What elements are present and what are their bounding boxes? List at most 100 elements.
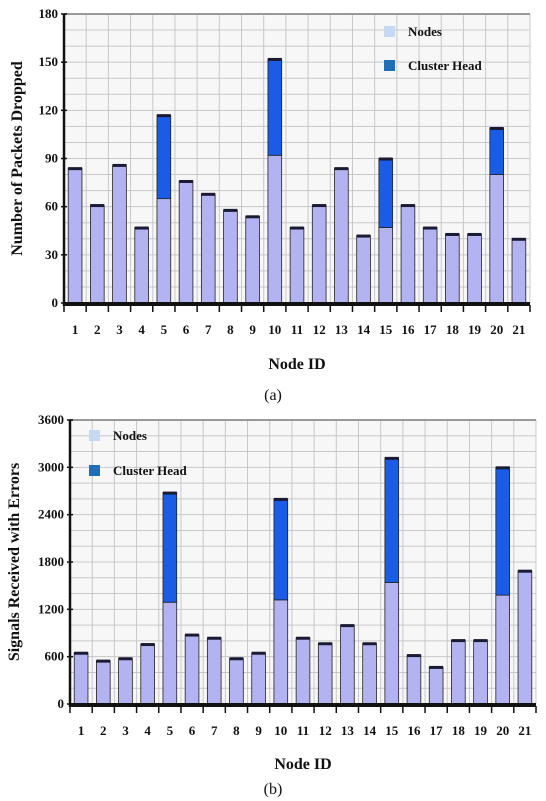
chart-a-bar-nodes-14 xyxy=(356,235,371,304)
chart-b-bar-cap-14 xyxy=(362,642,377,646)
chart-a-x-tick-label: 14 xyxy=(357,322,371,337)
chart-a-x-tick-label: 2 xyxy=(94,322,101,337)
chart-a-bar-nodes-20 xyxy=(489,174,504,304)
chart-b-bar-cap-21 xyxy=(518,569,532,573)
chart-b-legend-label-cluster-head: Cluster Head xyxy=(113,463,188,478)
chart-a-x-tick-label: 11 xyxy=(291,322,303,337)
chart-a-x-tick-label: 6 xyxy=(183,322,190,337)
chart-b-bar-nodes-10 xyxy=(273,599,289,705)
chart-b-bar-cap-17 xyxy=(429,665,444,669)
chart-a-x-tick-label: 19 xyxy=(468,322,482,337)
chart-a-x-tick-label: 3 xyxy=(116,322,123,337)
chart-b-bar-nodes-3 xyxy=(118,657,133,705)
chart-b-x-tick-label: 14 xyxy=(363,723,377,738)
chart-b-y-axis-title: Signals Received with Errors xyxy=(6,463,23,661)
chart-b-x-tick-label: 16 xyxy=(407,723,421,738)
chart-b-x-tick-label: 2 xyxy=(100,723,107,738)
chart-a-bar-cap-2 xyxy=(90,204,105,208)
chart-a-y-tick-label: 180 xyxy=(39,6,59,21)
chart-a-x-tick-label: 5 xyxy=(161,322,168,337)
chart-a-x-axis-title: Node ID xyxy=(268,356,325,373)
chart-a-y-tick-label: 120 xyxy=(39,102,59,117)
chart-a-x-tick-label: 17 xyxy=(424,322,438,337)
chart-a-bar-cap-6 xyxy=(179,179,193,183)
chart-a-bar-cluster-head-15 xyxy=(378,158,394,228)
chart-a-x-tick-label: 7 xyxy=(205,322,212,337)
chart-b-bar-cluster-head-20 xyxy=(495,466,510,596)
chart-b-y-tick-label: 3600 xyxy=(38,412,64,427)
chart-b-x-tick-label: 20 xyxy=(496,723,509,738)
chart-a-bar-cluster-head-10 xyxy=(267,58,283,156)
chart-b-bar-cap-6 xyxy=(185,633,199,637)
chart-a-bar-nodes-12 xyxy=(311,204,327,304)
chart-b-legend-label-nodes: Nodes xyxy=(113,428,147,443)
chart-a-legend-swatch-cluster-head xyxy=(384,60,395,71)
chart-a-legend-label-nodes: Nodes xyxy=(408,24,442,39)
chart-b-x-tick-label: 4 xyxy=(144,723,151,738)
chart-b-x-tick-label: 21 xyxy=(518,723,531,738)
chart-b: 1 2 3 4 5 6 7 8 9 10 11 12 13 14 15 16 17 18 19 20 210600120… xyxy=(6,412,537,798)
chart-a: 1 2 3 4 5 6 7 8 9 10 11 12 13 14 15 16 17 18 19 20 210306090… xyxy=(9,6,531,404)
chart-b-x-tick-label: 7 xyxy=(211,723,218,738)
chart-a-bar-nodes-10 xyxy=(267,154,283,304)
chart-b-x-tick-label: 10 xyxy=(274,723,287,738)
chart-b-bar-nodes-6 xyxy=(184,634,200,705)
chart-b-bar-nodes-20 xyxy=(495,594,510,705)
chart-b-bar-cap-9 xyxy=(251,651,266,655)
chart-a-bar-cap-20 xyxy=(489,126,504,130)
chart-b-bar-cap-18 xyxy=(451,639,466,643)
chart-a-y-axis-title: Number of Packets Dropped xyxy=(9,61,26,256)
chart-b-legend-swatch-cluster-head xyxy=(89,465,100,476)
chart-b-bar-cap-2 xyxy=(96,659,111,663)
chart-a-bar-nodes-13 xyxy=(334,167,349,304)
chart-b-x-tick-label: 1 xyxy=(78,723,85,738)
chart-b-y-tick-label: 3000 xyxy=(38,459,64,474)
chart-a-y-tick-label: 30 xyxy=(45,247,58,262)
chart-a-bar-nodes-1 xyxy=(67,167,83,304)
chart-a-bar-nodes-21 xyxy=(511,238,527,304)
chart-b-bar-nodes-18 xyxy=(451,639,466,705)
chart-a-bar-nodes-5 xyxy=(156,198,172,304)
chart-b-y-tick-label: 0 xyxy=(58,696,65,711)
chart-a-bar-cap-19 xyxy=(467,232,482,236)
chart-a-legend-swatch-nodes xyxy=(384,26,395,37)
chart-b-bar-nodes-8 xyxy=(229,657,244,705)
chart-a-x-tick-label: 8 xyxy=(227,322,234,337)
chart-a-bar-cap-21 xyxy=(512,237,526,241)
chart-a-caption: (a) xyxy=(264,387,282,404)
chart-b-x-tick-label: 15 xyxy=(385,723,399,738)
chart-a-bar-cap-3 xyxy=(112,163,127,167)
chart-b-bar-cap-20 xyxy=(495,466,510,470)
chart-a-x-tick-label: 20 xyxy=(490,322,503,337)
chart-b-bar-nodes-9 xyxy=(251,652,266,705)
chart-a-bar-cap-10 xyxy=(267,57,282,61)
chart-b-bar-nodes-2 xyxy=(96,660,111,705)
chart-b-bar-nodes-5 xyxy=(162,601,178,705)
chart-a-bar-cap-1 xyxy=(68,167,82,171)
chart-a-bar-cap-18 xyxy=(445,232,460,236)
chart-a-bar-cap-14 xyxy=(356,234,371,238)
chart-b-bar-cap-16 xyxy=(407,654,421,658)
chart-b-bar-cap-3 xyxy=(118,657,133,661)
chart-b-bar-cap-7 xyxy=(207,636,222,640)
chart-b-bar-nodes-11 xyxy=(295,637,311,705)
chart-a-bar-cap-11 xyxy=(290,226,304,230)
chart-a-bar-cap-13 xyxy=(334,167,349,171)
chart-b-bar-nodes-16 xyxy=(406,654,422,705)
chart-b-x-tick-label: 13 xyxy=(341,723,355,738)
chart-b-bar-nodes-14 xyxy=(362,642,377,705)
chart-b-bar-cap-1 xyxy=(74,651,88,655)
chart-b-x-axis-title: Node ID xyxy=(274,756,331,773)
chart-b-bar-nodes-4 xyxy=(140,643,155,705)
chart-a-bar-cap-15 xyxy=(378,157,393,161)
chart-a-bar-nodes-18 xyxy=(445,233,460,304)
chart-b-bar-cluster-head-10 xyxy=(273,498,289,601)
chart-b-legend-swatch-nodes xyxy=(89,430,100,441)
chart-a-bar-cluster-head-5 xyxy=(156,114,172,200)
chart-b-x-tick-label: 3 xyxy=(122,723,129,738)
chart-a-bar-cap-7 xyxy=(201,192,216,196)
chart-b-x-tick-label: 8 xyxy=(233,723,240,738)
chart-b-bar-cap-15 xyxy=(384,456,399,460)
chart-a-x-tick-label: 16 xyxy=(401,322,415,337)
chart-a-x-tick-label: 13 xyxy=(335,322,349,337)
